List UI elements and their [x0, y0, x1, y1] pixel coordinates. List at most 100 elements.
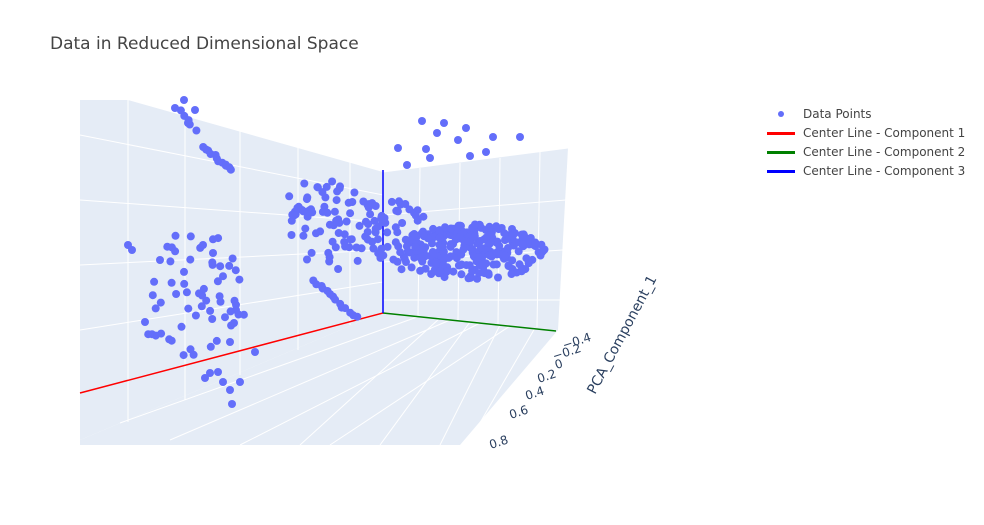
- legend-item-component-2[interactable]: Center Line - Component 2: [765, 142, 965, 161]
- data-point: [442, 267, 451, 276]
- data-point: [197, 302, 206, 311]
- data-point: [352, 243, 361, 252]
- data-point: [341, 304, 350, 313]
- data-point: [383, 228, 392, 237]
- grid-line: [439, 324, 501, 446]
- data-point: [208, 315, 217, 323]
- data-point: [184, 304, 193, 313]
- center-line-component-1: [79, 312, 384, 394]
- data-point: [457, 270, 466, 279]
- data-point: [206, 306, 215, 315]
- data-point: [236, 378, 244, 386]
- axis-ticks: −0.4−0.200.20.40.60.8: [488, 330, 593, 452]
- data-point: [177, 322, 186, 331]
- chart-title: Data in Reduced Dimensional Space: [50, 34, 359, 54]
- data-point: [198, 291, 207, 300]
- legend: Data Points Center Line - Component 1 Ce…: [765, 104, 965, 180]
- data-point: [285, 192, 294, 201]
- data-point: [401, 200, 410, 208]
- data-point: [363, 228, 372, 236]
- data-point: [213, 277, 222, 286]
- data-point: [353, 256, 362, 265]
- data-point: [407, 263, 416, 272]
- legend-item-component-3[interactable]: Center Line - Component 3: [765, 161, 965, 180]
- data-point: [500, 251, 509, 260]
- data-point: [449, 267, 458, 276]
- data-point: [179, 351, 188, 360]
- data-point: [350, 188, 359, 197]
- data-point: [485, 223, 494, 232]
- data-point: [231, 266, 240, 275]
- data-point: [288, 210, 297, 219]
- data-point: [226, 307, 235, 316]
- data-point: [216, 297, 225, 306]
- grid-line: [469, 327, 536, 441]
- data-point: [192, 126, 201, 135]
- data-point: [447, 224, 455, 233]
- data-point: [368, 199, 377, 208]
- y-tick-label: 0.2: [536, 367, 558, 386]
- data-point: [180, 96, 188, 104]
- data-point: [438, 243, 447, 252]
- data-point: [471, 220, 479, 229]
- data-point: [455, 232, 464, 241]
- data-point: [383, 242, 392, 251]
- data-point: [355, 221, 364, 230]
- data-point: [429, 224, 438, 233]
- data-point: [332, 196, 341, 205]
- legend-label: Center Line - Component 3: [803, 163, 966, 178]
- data-point: [206, 342, 215, 351]
- grid-line: [299, 317, 441, 446]
- data-point: [212, 336, 221, 345]
- data-point: [446, 242, 455, 251]
- data-point: [439, 261, 448, 269]
- data-point: [219, 272, 227, 281]
- data-point: [465, 261, 474, 270]
- data-point: [493, 237, 502, 246]
- data-point: [299, 207, 308, 216]
- data-point: [228, 254, 237, 263]
- data-point: [334, 265, 343, 273]
- data-point: [226, 386, 234, 394]
- legend-item-component-1[interactable]: Center Line - Component 1: [765, 123, 965, 142]
- data-point: [508, 232, 517, 241]
- data-point: [418, 257, 427, 266]
- data-point: [426, 154, 434, 162]
- data-point: [251, 348, 259, 356]
- data-point: [476, 237, 485, 245]
- data-point: [331, 243, 340, 252]
- data-point: [148, 291, 157, 300]
- data-point: [454, 261, 463, 270]
- data-point: [226, 338, 234, 346]
- data-point: [299, 231, 308, 240]
- data-point: [144, 330, 153, 339]
- data-point: [420, 232, 428, 241]
- data-point: [235, 275, 244, 284]
- data-point: [366, 210, 375, 219]
- data-point: [531, 238, 540, 247]
- data-point: [401, 235, 410, 244]
- data-point: [221, 313, 229, 322]
- data-point: [201, 374, 209, 382]
- data-point: [462, 124, 470, 132]
- legend-item-data-points[interactable]: Data Points: [765, 104, 965, 123]
- legend-label: Data Points: [803, 106, 872, 121]
- data-point: [416, 266, 425, 275]
- data-point: [167, 336, 176, 345]
- data-point: [400, 254, 409, 263]
- data-point: [441, 223, 449, 232]
- data-point: [226, 165, 235, 174]
- grid-line: [79, 199, 384, 223]
- data-point: [389, 255, 398, 264]
- data-point: [518, 240, 527, 248]
- data-point: [422, 145, 430, 153]
- data-point: [225, 261, 234, 270]
- data-point: [466, 152, 474, 160]
- background-planes: [80, 100, 568, 445]
- data-point: [300, 179, 309, 188]
- data-point: [475, 269, 483, 278]
- y-tick-label: 0.6: [508, 403, 530, 422]
- data-point: [128, 246, 136, 254]
- grid-line: [239, 322, 481, 446]
